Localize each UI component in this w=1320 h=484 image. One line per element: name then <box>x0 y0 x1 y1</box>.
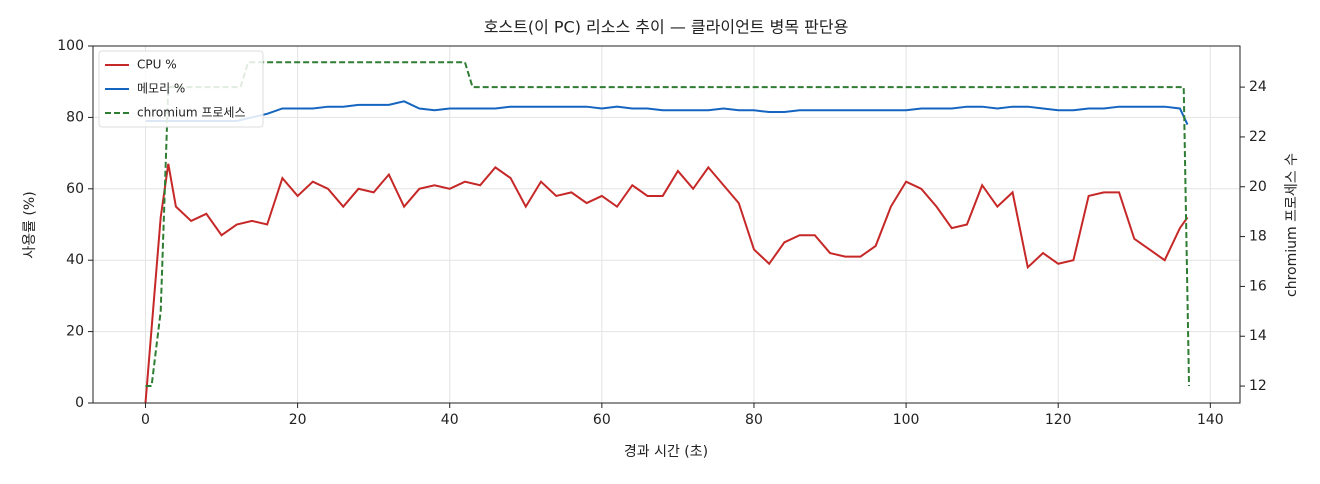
y2-tick-label: 18 <box>1249 229 1267 245</box>
y-axis-label: 사용률 (%) <box>22 191 38 258</box>
x-tick-label: 20 <box>289 412 307 428</box>
y2-axis-label: chromium 프로세스 수 <box>1284 153 1300 297</box>
y-tick-label: 20 <box>66 324 84 340</box>
series-line <box>145 100 1189 125</box>
plot-frame <box>92 45 1241 404</box>
x-tick-label: 60 <box>593 412 611 428</box>
y-tick-label: 0 <box>75 395 84 411</box>
y-tick-label: 40 <box>66 252 84 268</box>
y2-tick-label: 20 <box>1249 179 1267 195</box>
y-tick-label: 100 <box>57 38 84 54</box>
y2-tick-label: 12 <box>1249 378 1267 394</box>
x-tick-label: 140 <box>1197 412 1224 428</box>
legend-label: chromium 프로세스 <box>137 106 246 120</box>
x-axis-label: 경과 시간 (초) <box>624 444 708 460</box>
x-tick-label: 0 <box>141 412 150 428</box>
series-line <box>145 61 1191 388</box>
legend-box <box>98 50 264 128</box>
y-tick-label: 80 <box>66 109 84 125</box>
y-tick-label: 60 <box>66 181 84 197</box>
x-tick-label: 40 <box>441 412 459 428</box>
legend-label: CPU % <box>137 58 177 72</box>
y2-tick-label: 24 <box>1249 79 1267 95</box>
chart-title: 호스트(이 PC) 리소스 추이 — 클라이언트 병목 판단용 <box>484 18 849 37</box>
x-tick-label: 100 <box>893 412 920 428</box>
legend-label: 메모리 % <box>137 82 185 96</box>
y2-tick-label: 14 <box>1249 328 1267 344</box>
y2-tick-label: 16 <box>1249 278 1267 294</box>
x-tick-label: 80 <box>745 412 763 428</box>
y2-tick-label: 22 <box>1249 129 1267 145</box>
x-tick-label: 120 <box>1045 412 1072 428</box>
series-line <box>144 163 1189 404</box>
